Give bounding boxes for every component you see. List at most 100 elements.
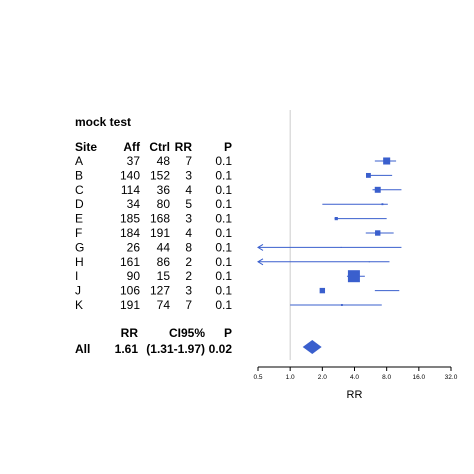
cell-p: 0.1	[215, 255, 232, 269]
cell-p: 0.1	[215, 269, 232, 283]
cell-aff: 140	[120, 168, 140, 182]
x-tick-label: 8.0	[382, 374, 391, 381]
cell-ctrl: 15	[157, 269, 171, 283]
cell-ctrl: 191	[150, 226, 170, 240]
cell-aff: 114	[121, 183, 140, 197]
ci-row	[319, 287, 400, 294]
cell-p: 0.1	[215, 154, 232, 168]
summary-header-rr: RR	[121, 326, 139, 340]
cell-ctrl: 74	[157, 298, 171, 312]
cell-site: B	[75, 168, 83, 182]
ci-row	[322, 203, 388, 206]
x-tick-label: 4.0	[350, 374, 359, 381]
point-estimate-box	[366, 172, 371, 178]
cell-site: G	[75, 240, 84, 254]
cell-ctrl: 48	[157, 154, 171, 168]
cell-rr: 3	[185, 168, 192, 182]
cell-site: H	[75, 255, 84, 269]
ci-row	[372, 186, 402, 193]
cell-rr: 5	[185, 197, 192, 211]
cell-rr: 7	[185, 154, 192, 168]
cell-ctrl: 152	[150, 168, 170, 182]
chart-title: mock test	[75, 115, 131, 129]
ci-row	[257, 243, 402, 251]
cell-aff: 161	[120, 255, 140, 269]
point-estimate-box	[340, 304, 343, 306]
cell-site: D	[75, 197, 84, 211]
cell-ctrl: 44	[157, 240, 171, 254]
ci-arrow-left	[257, 243, 264, 251]
point-estimate-box	[383, 157, 391, 165]
header-p: P	[224, 140, 232, 154]
cell-site: A	[75, 154, 83, 168]
ci-row	[290, 304, 382, 306]
x-tick-label: 2.0	[318, 374, 327, 381]
point-estimate-box	[374, 186, 381, 193]
cell-rr: 7	[185, 298, 192, 312]
cell-rr: 3	[185, 212, 192, 226]
cell-p: 0.1	[215, 168, 232, 182]
cell-p: 0.1	[215, 212, 232, 226]
point-estimate-box	[340, 246, 342, 248]
summary-header-p: P	[224, 326, 232, 340]
cell-aff: 26	[127, 240, 141, 254]
cell-p: 0.1	[215, 183, 232, 197]
x-tick-label: 1.0	[286, 374, 295, 381]
x-axis: 0.5 1.0 2.0 4.0 8.0 16.0 32.0	[253, 366, 458, 381]
cell-p: 0.1	[215, 284, 232, 298]
cell-p: 0.1	[215, 197, 232, 211]
header-ctrl: Ctrl	[149, 140, 170, 154]
plot-marks	[257, 157, 402, 354]
cell-aff: 37	[127, 154, 141, 168]
cell-site: J	[75, 284, 81, 298]
table-rows: A 37 48 7 0.1B 140 152 3 0.1C 114 36 4 0.1D 34 80 5 0.1E…	[75, 154, 232, 312]
x-axis-label: RR	[347, 389, 363, 401]
cell-rr: 3	[185, 284, 192, 298]
cell-aff: 34	[127, 197, 141, 211]
cell-site: K	[75, 298, 83, 312]
cell-p: 0.1	[215, 226, 232, 240]
cell-site: I	[75, 269, 78, 283]
x-tick-label: 0.5	[253, 374, 262, 381]
ci-row	[366, 172, 393, 178]
summary-label: All	[75, 342, 90, 356]
header-site: Site	[75, 140, 97, 154]
cell-aff: 90	[127, 269, 141, 283]
summary-p: 0.02	[209, 342, 233, 356]
header-aff: Aff	[123, 140, 141, 154]
point-estimate-box	[375, 230, 381, 236]
summary-ci: (1.31-1.97)	[146, 342, 205, 356]
cell-ctrl: 36	[157, 183, 171, 197]
ci-arrow-left	[257, 258, 264, 266]
ci-row	[365, 230, 394, 236]
cell-rr: 8	[185, 240, 192, 254]
cell-ctrl: 127	[150, 284, 170, 298]
cell-rr: 2	[185, 255, 192, 269]
ci-row	[374, 157, 397, 165]
cell-ctrl: 168	[150, 212, 170, 226]
cell-aff: 184	[120, 226, 140, 240]
overall-diamond	[302, 340, 322, 354]
cell-rr: 4	[185, 226, 192, 240]
point-estimate-box	[347, 270, 360, 283]
ci-row	[334, 217, 387, 221]
x-tick-label: 32.0	[445, 374, 458, 381]
summary-rr: 1.61	[115, 342, 139, 356]
ci-row	[257, 258, 390, 266]
cell-ctrl: 80	[157, 197, 171, 211]
cell-rr: 4	[185, 183, 192, 197]
x-tick-label: 16.0	[413, 374, 426, 381]
point-estimate-box	[381, 203, 384, 206]
cell-rr: 2	[185, 269, 192, 283]
cell-site: E	[75, 212, 83, 226]
ci-row	[346, 270, 365, 283]
cell-p: 0.1	[215, 240, 232, 254]
point-estimate-box	[368, 261, 370, 263]
cell-aff: 185	[120, 212, 140, 226]
cell-site: F	[75, 226, 82, 240]
summary-block: RR CI95% P All 1.61 (1.31-1.97) 0.02	[75, 326, 232, 356]
point-estimate-box	[319, 287, 326, 294]
table-header: Site Aff Ctrl RR P	[75, 140, 232, 154]
cell-site: C	[75, 183, 84, 197]
point-estimate-box	[334, 217, 338, 221]
